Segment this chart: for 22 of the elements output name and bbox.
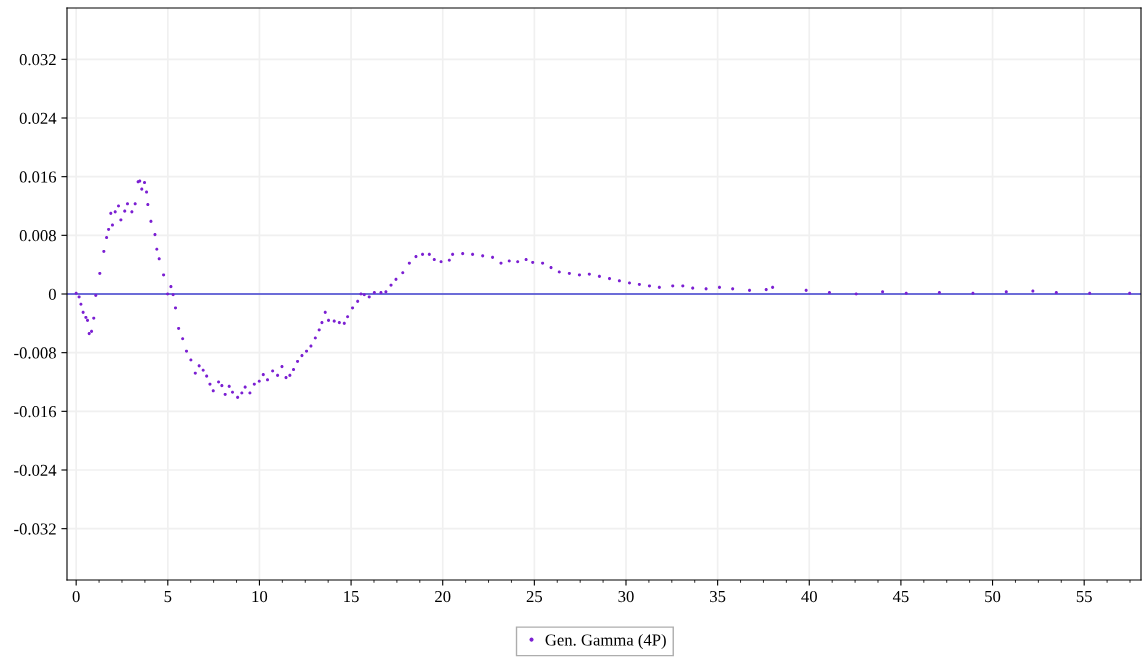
y-tick-label: -0.008 xyxy=(14,347,56,359)
y-tick-label: 0.008 xyxy=(19,230,56,242)
x-tick-label: 40 xyxy=(801,590,817,603)
x-tick-label: 5 xyxy=(164,591,172,603)
x-tick-label: 55 xyxy=(1076,591,1092,603)
y-tick-label: -0.032 xyxy=(14,523,56,535)
legend-label: Gen. Gamma (4P) xyxy=(545,633,666,649)
x-tick-label: 25 xyxy=(526,590,543,603)
y-tick-label: -0.016 xyxy=(14,406,57,418)
x-tick-label: 20 xyxy=(435,590,451,603)
y-tick-label: 0.024 xyxy=(19,112,57,125)
y-tick-label: -0.024 xyxy=(14,464,57,477)
x-tick-label: 50 xyxy=(985,590,1001,603)
x-tick-label: 30 xyxy=(618,590,634,603)
y-tick-label: 0 xyxy=(48,288,56,300)
x-tick-label: 45 xyxy=(892,591,909,603)
y-tick-label: 0.032 xyxy=(19,54,56,66)
x-tick-label: 15 xyxy=(344,590,359,603)
x-tick-label: 35 xyxy=(710,590,726,603)
x-tick-label: 0 xyxy=(72,590,80,603)
x-tick-label: 10 xyxy=(252,590,268,603)
y-tick-label: 0.016 xyxy=(19,171,57,183)
